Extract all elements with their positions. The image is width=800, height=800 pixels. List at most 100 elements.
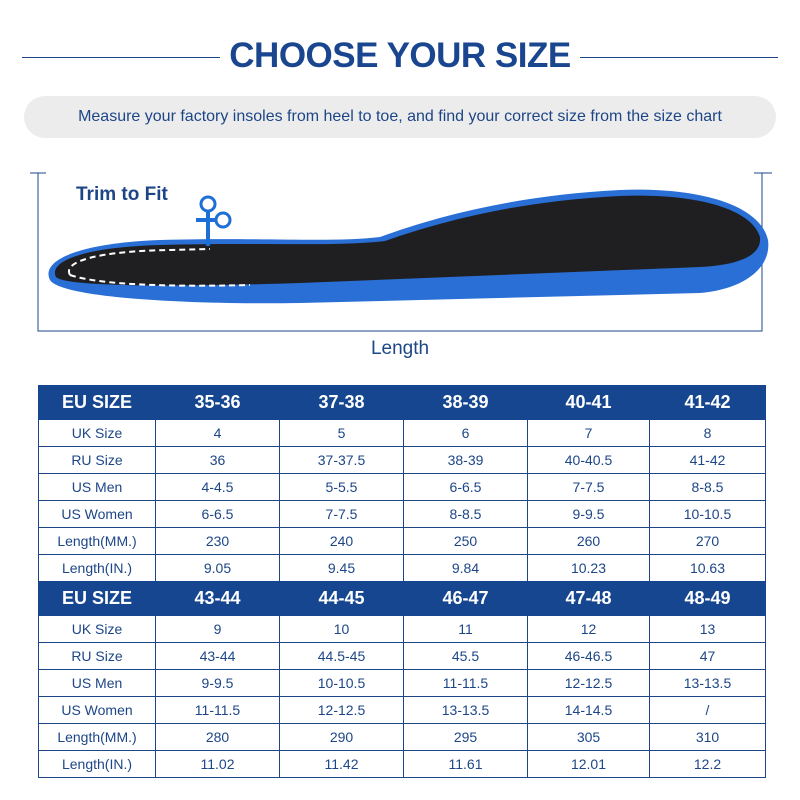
table-cell: 43-44 xyxy=(155,642,280,670)
table-cell: 280 xyxy=(155,723,280,751)
table-header-row: EU SIZE 43-44 44-45 46-47 47-48 48-49 xyxy=(38,581,766,616)
table-cell: 6 xyxy=(403,419,528,447)
table-cell: 41-42 xyxy=(649,385,766,420)
row-label: Length(MM.) xyxy=(38,527,156,555)
table-cell: 13-13.5 xyxy=(649,669,766,697)
table-cell: 11 xyxy=(403,615,528,643)
table-cell: 11-11.5 xyxy=(155,696,280,724)
table-cell: 8-8.5 xyxy=(649,473,766,501)
table-cell: 10.63 xyxy=(649,554,766,582)
row-label: EU SIZE xyxy=(38,581,156,616)
table-cell: 44.5-45 xyxy=(279,642,404,670)
instruction-banner: Measure your factory insoles from heel t… xyxy=(24,96,776,138)
table-cell: 35-36 xyxy=(155,385,280,420)
table-cell: 47-48 xyxy=(527,581,650,616)
table-cell: 6-6.5 xyxy=(155,500,280,528)
table-cell: 44-45 xyxy=(279,581,404,616)
table-cell: 9-9.5 xyxy=(527,500,650,528)
table-cell: 12-12.5 xyxy=(527,669,650,697)
row-label: US Women xyxy=(38,696,156,724)
table-cell: 7-7.5 xyxy=(279,500,404,528)
table-cell: 9-9.5 xyxy=(155,669,280,697)
table-cell: 11.61 xyxy=(403,750,528,778)
table-cell: 45.5 xyxy=(403,642,528,670)
table-cell: 11.42 xyxy=(279,750,404,778)
table-cell: / xyxy=(649,696,766,724)
row-label: UK Size xyxy=(38,419,156,447)
row-label: RU Size xyxy=(38,642,156,670)
table-cell: 14-14.5 xyxy=(527,696,650,724)
table-cell: 6-6.5 xyxy=(403,473,528,501)
table-row: US Men 9-9.5 10-10.5 11-11.5 12-12.5 13-13.5 xyxy=(38,669,766,697)
table-cell: 9 xyxy=(155,615,280,643)
table-row: Length(IN.) 9.05 9.45 9.84 10.23 10.63 xyxy=(38,554,766,582)
table-cell: 38-39 xyxy=(403,446,528,474)
table-cell: 48-49 xyxy=(649,581,766,616)
table-row: Length(MM.) 280 290 295 305 310 xyxy=(38,723,766,751)
row-label: UK Size xyxy=(38,615,156,643)
title-rule-left xyxy=(22,57,220,58)
table-cell: 13-13.5 xyxy=(403,696,528,724)
row-label: Length(IN.) xyxy=(38,554,156,582)
page-title: CHOOSE YOUR SIZE xyxy=(229,36,571,75)
table-row: US Women 11-11.5 12-12.5 13-13.5 14-14.5/ xyxy=(38,696,766,724)
table-cell: 11-11.5 xyxy=(403,669,528,697)
table-cell: 10-10.5 xyxy=(279,669,404,697)
table-header-row: EU SIZE 35-36 37-38 38-39 40-41 41-42 xyxy=(38,385,766,420)
scissors-icon xyxy=(196,195,232,246)
table-row: UK Size 9 10 11 12 13 xyxy=(38,615,766,643)
table-cell: 36 xyxy=(155,446,280,474)
size-chart-table-1: EU SIZE 35-36 37-38 38-39 40-41 41-42 UK Size 4… xyxy=(38,385,766,582)
table-cell: 290 xyxy=(279,723,404,751)
table-cell: 43-44 xyxy=(155,581,280,616)
row-label: RU Size xyxy=(38,446,156,474)
trim-to-fit-label: Trim to Fit xyxy=(76,184,168,205)
table-cell: 250 xyxy=(403,527,528,555)
table-row: RU Size 36 37-37.5 38-39 40-40.5 41-42 xyxy=(38,446,766,474)
table-cell: 8 xyxy=(649,419,766,447)
table-cell: 240 xyxy=(279,527,404,555)
title-rule-right xyxy=(580,57,778,58)
table-cell: 230 xyxy=(155,527,280,555)
length-label: Length xyxy=(370,338,430,359)
row-label: US Men xyxy=(38,669,156,697)
table-cell: 10-10.5 xyxy=(649,500,766,528)
row-label: Length(MM.) xyxy=(38,723,156,751)
table-cell: 37-38 xyxy=(279,385,404,420)
size-chart-table-2: EU SIZE 43-44 44-45 46-47 47-48 48-49 UK Size 9… xyxy=(38,581,766,778)
table-cell: 11.02 xyxy=(155,750,280,778)
table-cell: 5 xyxy=(279,419,404,447)
row-label: US Men xyxy=(38,473,156,501)
trim-line xyxy=(67,248,211,276)
table-cell: 8-8.5 xyxy=(403,500,528,528)
table-cell: 9.45 xyxy=(279,554,404,582)
table-cell: 4 xyxy=(155,419,280,447)
insole-illustration xyxy=(30,172,772,332)
table-cell: 7-7.5 xyxy=(527,473,650,501)
table-row: US Women 6-6.5 7-7.5 8-8.5 9-9.5 10-10.5 xyxy=(38,500,766,528)
table-cell: 10.23 xyxy=(527,554,650,582)
table-cell: 295 xyxy=(403,723,528,751)
table-cell: 4-4.5 xyxy=(155,473,280,501)
table-cell: 47 xyxy=(649,642,766,670)
table-cell: 9.84 xyxy=(403,554,528,582)
table-cell: 9.05 xyxy=(155,554,280,582)
table-row: RU Size 43-44 44.5-45 45.5 46-46.5 47 xyxy=(38,642,766,670)
table-cell: 310 xyxy=(649,723,766,751)
table-cell: 12.2 xyxy=(649,750,766,778)
row-label: EU SIZE xyxy=(38,385,156,420)
table-cell: 46-46.5 xyxy=(527,642,650,670)
table-cell: 13 xyxy=(649,615,766,643)
row-label: US Women xyxy=(38,500,156,528)
table-cell: 41-42 xyxy=(649,446,766,474)
row-label: Length(IN.) xyxy=(38,750,156,778)
table-row: UK Size 4 5 6 7 8 xyxy=(38,419,766,447)
table-row: US Men 4-4.5 5-5.5 6-6.5 7-7.5 8-8.5 xyxy=(38,473,766,501)
table-cell: 38-39 xyxy=(403,385,528,420)
table-cell: 12-12.5 xyxy=(279,696,404,724)
table-cell: 40-40.5 xyxy=(527,446,650,474)
table-row: Length(MM.) 230 240 250 260 270 xyxy=(38,527,766,555)
table-cell: 12 xyxy=(527,615,650,643)
table-cell: 5-5.5 xyxy=(279,473,404,501)
table-cell: 260 xyxy=(527,527,650,555)
